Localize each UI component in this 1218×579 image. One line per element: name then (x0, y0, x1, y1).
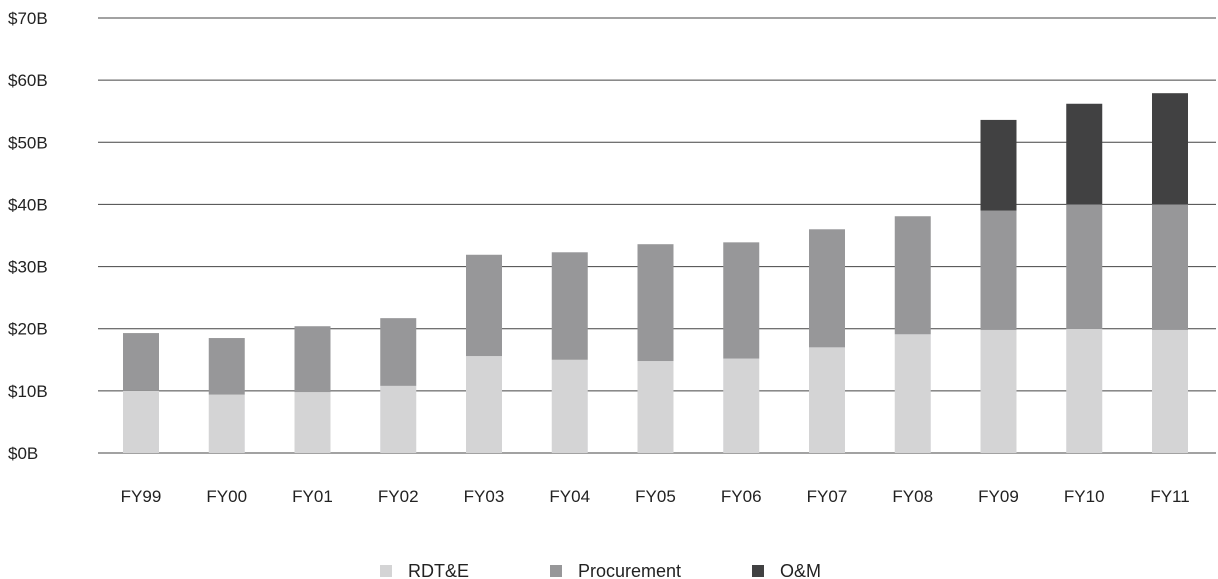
y-tick-label: $10B (8, 382, 48, 401)
y-tick-label: $40B (8, 195, 48, 214)
legend-label: Procurement (578, 561, 681, 579)
bar-rdt-e-fy08 (894, 334, 931, 453)
bar-rdt-e-fy09 (980, 329, 1017, 453)
bar-rdt-e-fy10 (1066, 328, 1103, 453)
bar-rdt-e-fy01 (294, 392, 331, 453)
bar-rdt-e-fy04 (551, 359, 588, 453)
legend-label: RDT&E (408, 561, 469, 579)
x-tick-label: FY99 (121, 487, 162, 506)
x-tick-label: FY10 (1064, 487, 1105, 506)
bar-procurement-fy04 (551, 252, 588, 360)
bar-procurement-fy03 (466, 254, 502, 357)
legend-swatch (550, 565, 562, 577)
x-tick-label: FY00 (206, 487, 247, 506)
bar-procurement-fy09 (980, 210, 1017, 330)
bar-o-m-fy11 (1152, 93, 1188, 205)
x-tick-label: FY05 (635, 487, 676, 506)
bar-o-m-fy10 (1066, 103, 1103, 205)
bar-procurement-fy05 (637, 244, 674, 362)
bar-rdt-e-fy06 (723, 358, 760, 453)
bar-procurement-fy08 (894, 216, 931, 335)
bar-procurement-fy99 (123, 333, 159, 391)
x-tick-label: FY03 (464, 487, 505, 506)
bar-o-m-fy09 (980, 119, 1017, 211)
bar-procurement-fy06 (723, 242, 760, 359)
bar-rdt-e-fy99 (123, 390, 159, 453)
x-tick-label: FY02 (378, 487, 419, 506)
bar-procurement-fy10 (1066, 204, 1103, 329)
bar-rdt-e-fy05 (637, 361, 674, 453)
bar-rdt-e-fy11 (1152, 329, 1188, 453)
x-tick-label: FY04 (549, 487, 590, 506)
x-axis-labels: FY99 FY00 FY01 FY02 FY03 FY04 FY05 FY06 FY07 FY08… (121, 487, 1190, 506)
bar-procurement-fy01 (294, 326, 331, 393)
legend-label: O&M (780, 561, 821, 579)
y-tick-label: $30B (8, 258, 48, 277)
bar-rdt-e-fy00 (208, 394, 245, 453)
bar-procurement-fy07 (809, 229, 845, 348)
x-tick-label: FY11 (1150, 487, 1189, 506)
x-tick-label: FY06 (721, 487, 762, 506)
bar-rdt-e-fy02 (380, 385, 417, 453)
legend: RDT&E Procurement O&M (380, 561, 821, 579)
x-tick-label: FY09 (978, 487, 1019, 506)
bar-procurement-fy11 (1152, 204, 1188, 330)
y-tick-label: $70B (8, 9, 48, 28)
bars (123, 93, 1188, 453)
y-tick-label: $50B (8, 133, 48, 152)
bar-rdt-e-fy03 (466, 356, 502, 453)
y-tick-label: $0B (8, 444, 38, 463)
bar-procurement-fy00 (208, 338, 245, 395)
x-tick-label: FY08 (892, 487, 933, 506)
y-axis-labels: $0B $10B $20B $30B $40B $50B $60B $70B (8, 9, 48, 463)
legend-swatch (752, 565, 764, 577)
legend-swatch (380, 565, 392, 577)
bar-rdt-e-fy07 (809, 347, 845, 453)
x-tick-label: FY07 (807, 487, 848, 506)
bar-procurement-fy02 (380, 318, 417, 386)
y-tick-label: $60B (8, 71, 48, 90)
y-tick-label: $20B (8, 320, 48, 339)
x-tick-label: FY01 (292, 487, 333, 506)
